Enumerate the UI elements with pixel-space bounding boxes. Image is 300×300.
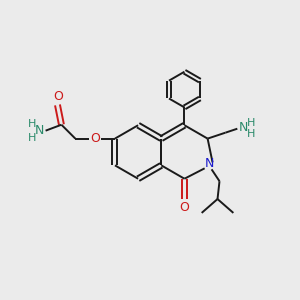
Text: O: O bbox=[53, 89, 63, 103]
Text: N: N bbox=[238, 121, 248, 134]
Text: O: O bbox=[179, 201, 189, 214]
Text: H: H bbox=[28, 133, 36, 142]
Text: N: N bbox=[205, 157, 214, 170]
Text: O: O bbox=[90, 132, 100, 145]
Text: N: N bbox=[35, 124, 44, 137]
Text: H: H bbox=[247, 129, 255, 139]
Text: H: H bbox=[28, 119, 36, 129]
Text: H: H bbox=[247, 118, 255, 128]
